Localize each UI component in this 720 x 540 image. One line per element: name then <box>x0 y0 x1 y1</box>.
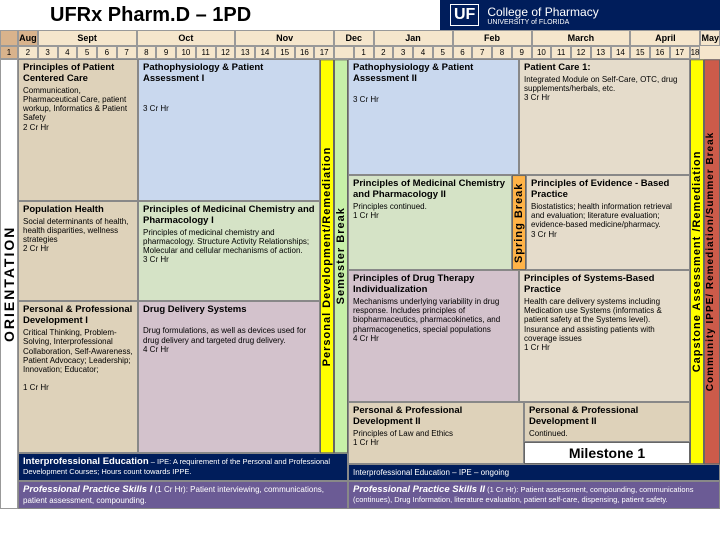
vbar-semester-break: Semester Break <box>334 59 348 453</box>
week-cell: 12 <box>216 46 236 59</box>
header: UFRx Pharm.D – 1PD UF College of Pharmac… <box>0 0 720 30</box>
week-cell: 17 <box>314 46 334 59</box>
month-Oct: Oct <box>137 30 236 46</box>
week-cell <box>334 46 354 59</box>
week-cell: 11 <box>196 46 216 59</box>
block-ppd2b: Personal & Professional Development II C… <box>524 402 690 442</box>
month-Sept: Sept <box>38 30 137 46</box>
block-pps2: Professional Practice Skills II (1 Cr Hr… <box>348 481 720 509</box>
week-cell: 6 <box>453 46 473 59</box>
month-Dec: Dec <box>334 30 374 46</box>
block-pcc: Principles of Patient Centered Care Comm… <box>18 59 138 201</box>
week-cell: 16 <box>295 46 315 59</box>
logo-sub: UNIVERSITY of FLORIDA <box>487 19 598 26</box>
week-cell: 4 <box>413 46 433 59</box>
week-cell: 10 <box>532 46 552 59</box>
week-cell: 4 <box>58 46 78 59</box>
week-cell: 6 <box>97 46 117 59</box>
block-ebp: Principles of Evidence - Based Practice … <box>526 175 690 270</box>
week-cell: 8 <box>137 46 157 59</box>
week-cell: 15 <box>630 46 650 59</box>
week-cell: 9 <box>512 46 532 59</box>
block-pc1: Patient Care 1: Integrated Module on Sel… <box>519 59 690 175</box>
block-pop: Population Health Social determinants of… <box>18 201 138 302</box>
month-Aug: Aug <box>18 30 38 46</box>
block-ppd2a: Personal & Professional Development II P… <box>348 402 524 464</box>
block-ppd1: Personal & Professional Development I Cr… <box>18 301 138 453</box>
month-May: May <box>700 30 720 46</box>
week-cell: 3 <box>393 46 413 59</box>
week-cell: 11 <box>551 46 571 59</box>
month-March: March <box>532 30 631 46</box>
week-cell: 3 <box>38 46 58 59</box>
week-1: 1 <box>0 46 18 59</box>
fall-semester: Principles of Patient Centered Care Comm… <box>18 59 348 509</box>
month-Feb: Feb <box>453 30 532 46</box>
week-cell: 10 <box>176 46 196 59</box>
week-cell: 15 <box>275 46 295 59</box>
week-cell: 14 <box>611 46 631 59</box>
week-cell: 5 <box>433 46 453 59</box>
block-pmc2: Principles of Medicinal Chemistry and Ph… <box>348 175 512 270</box>
vbar-community-ippe: Community IPPE/ Remediation/Summer Break <box>704 59 720 464</box>
week-cell: 18 <box>690 46 701 59</box>
page-title: UFRx Pharm.D – 1PD <box>0 4 440 27</box>
timeline-grid: AugSeptOctNovDecJanFebMarchAprilMay12345… <box>0 30 720 59</box>
block-pmc1: Principles of Medicinal Chemistry and Ph… <box>138 201 320 302</box>
block-dds: Drug Delivery Systems Drug formulations,… <box>138 301 320 453</box>
month-Jan: Jan <box>374 30 453 46</box>
block-psbp: Principles of Systems-Based Practice Hea… <box>519 270 690 402</box>
orientation-bar: ORIENTATION <box>0 59 18 509</box>
block-pa1: Pathophysiology & Patient Assessment I 3… <box>138 59 320 201</box>
uf-mark: UF <box>450 4 479 26</box>
week-cell: 17 <box>670 46 690 59</box>
week-cell: 2 <box>374 46 394 59</box>
logo-text: College of Pharmacy <box>487 5 598 19</box>
week-cell: 16 <box>650 46 670 59</box>
content: ORIENTATION Principles of Patient Center… <box>0 59 720 509</box>
block-ipe-fall: Interprofessional Education Interprofess… <box>18 453 348 481</box>
block-pps1: Professional Practice Skills I (1 Cr Hr)… <box>18 481 348 509</box>
week-cell: 5 <box>77 46 97 59</box>
vbar-spring-break: Spring Break <box>512 175 526 270</box>
vbar-personal-dev: Personal Development/Remediation <box>320 59 334 453</box>
week-cell: 13 <box>591 46 611 59</box>
week-cell: 7 <box>472 46 492 59</box>
vbar-capstone: Capstone Assessment /Remediation <box>690 59 704 464</box>
month-Nov: Nov <box>235 30 334 46</box>
month-April: April <box>630 30 700 46</box>
spring-semester: Pathophysiology & Patient Assessment II … <box>348 59 720 509</box>
week-cell: 1 <box>354 46 374 59</box>
week-cell: 8 <box>492 46 512 59</box>
week-cell: 9 <box>156 46 176 59</box>
week-cell: 12 <box>571 46 591 59</box>
week-cell: 2 <box>18 46 38 59</box>
week-cell: 14 <box>255 46 275 59</box>
block-ipe-spring: Interprofessional Education – IPE – ongo… <box>348 464 720 481</box>
block-pa2: Pathophysiology & Patient Assessment II … <box>348 59 519 175</box>
uf-logo: UF College of Pharmacy UNIVERSITY of FLO… <box>440 0 720 30</box>
block-pdt: Principles of Drug Therapy Individualiza… <box>348 270 519 402</box>
milestone-1: Milestone 1 <box>524 442 690 464</box>
week-cell: 7 <box>117 46 137 59</box>
week-cell: 13 <box>235 46 255 59</box>
